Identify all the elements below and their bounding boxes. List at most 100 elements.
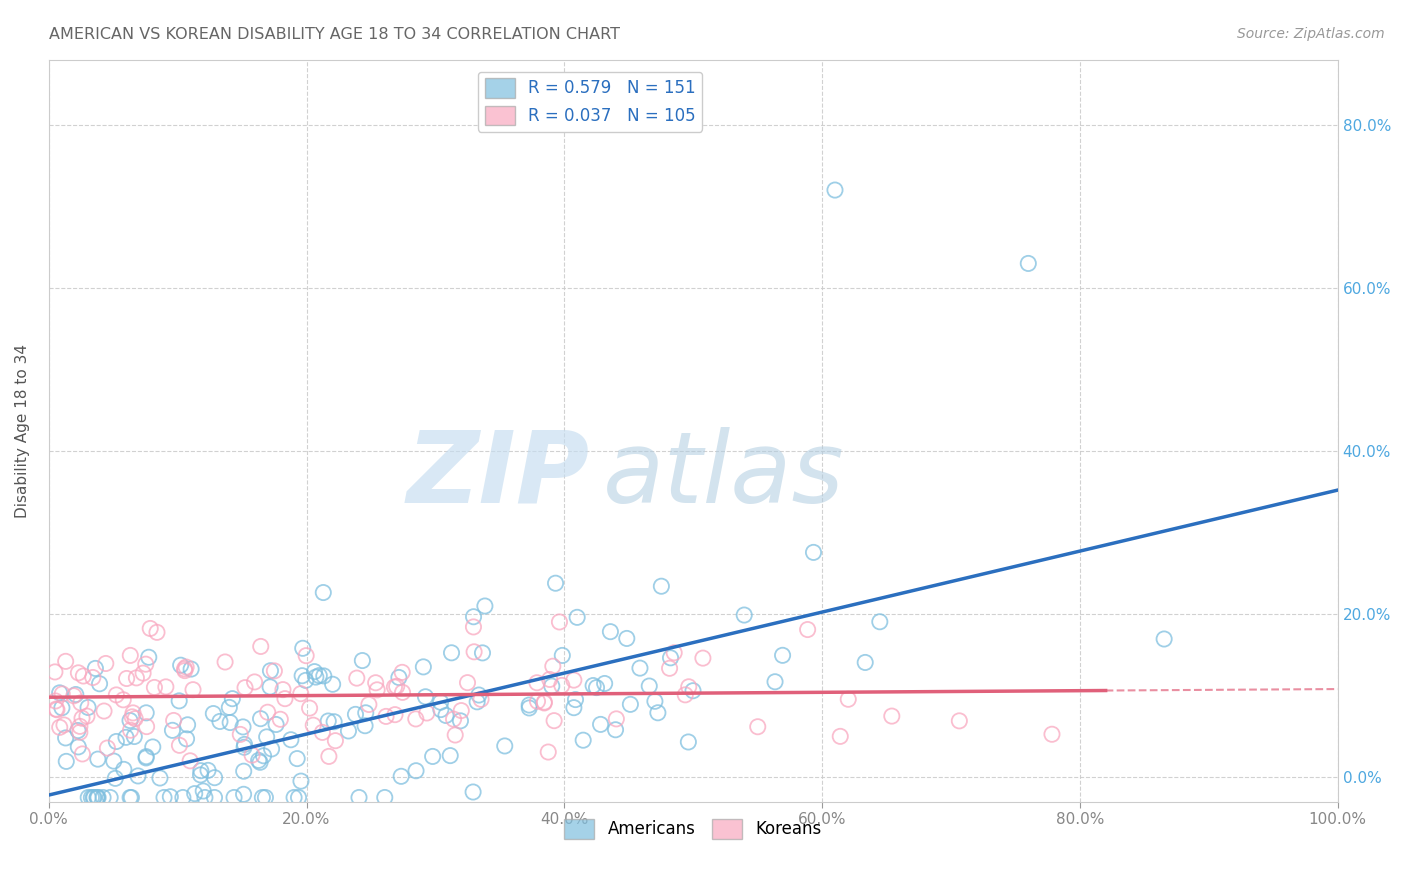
Point [294, 673, 316, 688]
Point [285, 751, 308, 765]
Point [599, 624, 621, 639]
Point [439, 748, 461, 763]
Point [274, 691, 297, 706]
Point [323, 714, 346, 729]
Point [388, 671, 411, 685]
Point [312, 585, 335, 599]
Point [65, 688, 87, 702]
Point [221, 691, 243, 706]
Point [658, 661, 681, 675]
Point [80, 790, 103, 805]
Point [82, 671, 104, 685]
Point [540, 679, 562, 693]
Point [803, 545, 825, 559]
Point [389, 769, 412, 783]
Point [650, 579, 672, 593]
Point [89, 677, 111, 691]
Point [135, 749, 157, 764]
Point [103, 754, 125, 768]
Point [155, 680, 177, 694]
Point [252, 790, 274, 805]
Point [67, 665, 90, 680]
Point [121, 710, 143, 724]
Point [616, 632, 638, 646]
Point [463, 645, 485, 659]
Text: Source: ZipAtlas.com: Source: ZipAtlas.com [1237, 27, 1385, 41]
Point [638, 679, 661, 693]
Point [167, 694, 190, 708]
Point [312, 669, 335, 683]
Point [305, 670, 328, 684]
Point [628, 661, 651, 675]
Point [280, 732, 302, 747]
Point [249, 712, 271, 726]
Point [678, 680, 700, 694]
Point [429, 695, 451, 709]
Point [678, 735, 700, 749]
Point [308, 668, 330, 682]
Point [1017, 256, 1039, 270]
Point [162, 723, 184, 738]
Point [45, 702, 67, 716]
Point [173, 664, 195, 678]
Point [551, 648, 574, 663]
Point [352, 654, 374, 668]
Point [450, 704, 472, 718]
Point [190, 768, 212, 782]
Point [412, 660, 434, 674]
Point [176, 718, 198, 732]
Point [233, 681, 256, 695]
Point [259, 680, 281, 694]
Point [385, 680, 408, 694]
Point [112, 763, 135, 777]
Point [44, 665, 66, 679]
Point [415, 690, 437, 704]
Point [325, 733, 347, 747]
Point [593, 676, 616, 690]
Point [91, 790, 114, 805]
Point [572, 733, 595, 747]
Point [208, 714, 231, 729]
Point [180, 662, 202, 676]
Point [1153, 632, 1175, 646]
Point [543, 714, 565, 728]
Point [120, 648, 142, 663]
Point [337, 723, 360, 738]
Point [880, 709, 903, 723]
Point [269, 712, 291, 726]
Point [589, 717, 612, 731]
Point [63, 689, 86, 703]
Point [562, 700, 585, 714]
Point [142, 739, 165, 754]
Point [517, 701, 540, 715]
Point [461, 785, 484, 799]
Point [218, 700, 240, 714]
Point [204, 771, 226, 785]
Point [66, 723, 89, 738]
Point [120, 790, 142, 805]
Point [135, 751, 157, 765]
Text: ZIP: ZIP [408, 426, 591, 524]
Point [87, 790, 110, 805]
Point [247, 753, 270, 767]
Point [405, 712, 427, 726]
Point [869, 615, 891, 629]
Point [747, 720, 769, 734]
Point [115, 672, 138, 686]
Point [564, 692, 586, 706]
Point [346, 671, 368, 685]
Point [733, 608, 755, 623]
Point [470, 692, 492, 706]
Point [69, 719, 91, 733]
Point [96, 741, 118, 756]
Point [51, 687, 73, 701]
Point [254, 790, 277, 805]
Point [256, 730, 278, 744]
Point [494, 739, 516, 753]
Point [146, 625, 169, 640]
Point [443, 712, 465, 726]
Point [605, 712, 627, 726]
Point [214, 655, 236, 669]
Point [169, 658, 191, 673]
Point [153, 790, 176, 805]
